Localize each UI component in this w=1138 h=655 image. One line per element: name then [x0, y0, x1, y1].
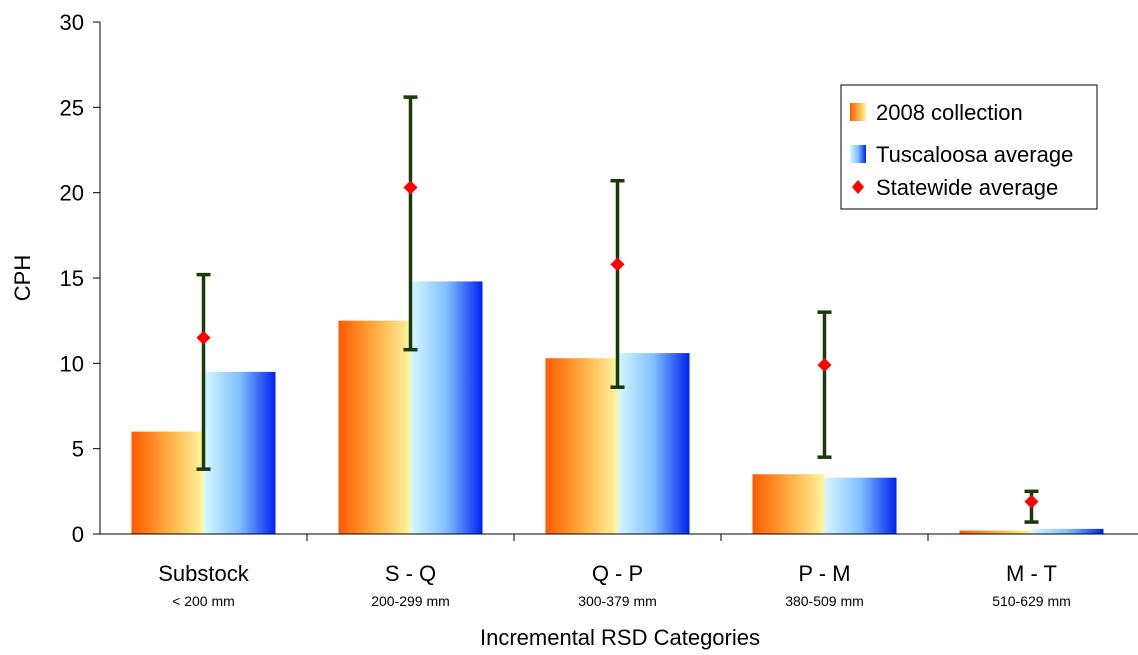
legend-marker-statewide-average — [852, 180, 864, 194]
y-ticks: 0 5 10 15 20 25 30 — [60, 10, 100, 547]
x-categories: Substock < 200 mm S - Q 200-299 mm Q - P 300-… — [158, 534, 1071, 609]
legend-box — [840, 84, 1098, 210]
y-tick-label: 5 — [72, 437, 84, 462]
legend: 2008 collection Tuscaloosa average State… — [840, 84, 1098, 210]
legend-label-statewide-average: Statewide average — [876, 175, 1058, 200]
statewide-points — [196, 180, 1039, 509]
bar-tuscaloosa-average-p-m — [824, 477, 897, 534]
y-tick-label: 10 — [60, 351, 84, 376]
y-axis-title: CPH — [10, 255, 35, 301]
error-bars — [196, 95, 1039, 524]
category-sublabel-m-t: 510-629 mm — [992, 593, 1071, 609]
y-tick-label: 30 — [60, 10, 84, 35]
bars-layer — [131, 281, 1104, 534]
error-bar-s-q — [403, 95, 418, 352]
x-axis-title: Incremental RSD Categories — [480, 625, 760, 650]
bar-2008-collection-m-t — [959, 530, 1032, 534]
legend-swatch-tuscaloosa-average — [850, 145, 866, 163]
bar-2008-collection-substock — [131, 431, 204, 534]
bar-tuscaloosa-average-q-p — [617, 353, 690, 534]
y-tick-label: 20 — [60, 181, 84, 206]
bar-2008-collection-s-q — [338, 320, 411, 534]
error-bar-p-m — [817, 310, 832, 459]
point-statewide-average-q-p — [610, 257, 625, 272]
point-statewide-average-s-q — [403, 180, 418, 195]
legend-label-2008-collection: 2008 collection — [876, 100, 1023, 125]
error-bar-substock — [196, 272, 211, 471]
category-sublabel-substock: < 200 mm — [172, 593, 235, 609]
y-tick-label: 0 — [72, 522, 84, 547]
category-sublabel-p-m: 380-509 mm — [785, 593, 864, 609]
bar-2008-collection-p-m — [752, 474, 825, 534]
y-tick-label: 15 — [60, 266, 84, 291]
category-label-q-p: Q - P — [592, 561, 643, 586]
bar-2008-collection-q-p — [545, 358, 618, 534]
point-statewide-average-p-m — [817, 358, 832, 373]
point-statewide-average-substock — [196, 330, 211, 345]
bar-tuscaloosa-average-substock — [203, 371, 276, 534]
category-label-s-q: S - Q — [385, 561, 436, 586]
point-statewide-average-m-t — [1024, 494, 1039, 509]
legend-swatch-2008-collection — [850, 103, 866, 121]
error-bar-q-p — [610, 178, 625, 389]
category-label-substock: Substock — [158, 561, 249, 586]
category-sublabel-s-q: 200-299 mm — [371, 593, 450, 609]
legend-label-tuscaloosa-average: Tuscaloosa average — [876, 142, 1073, 167]
category-label-p-m: P - M — [798, 561, 850, 586]
category-label-m-t: M - T — [1006, 561, 1057, 586]
category-sublabel-q-p: 300-379 mm — [578, 593, 657, 609]
y-tick-label: 25 — [60, 95, 84, 120]
bar-tuscaloosa-average-m-t — [1031, 528, 1104, 534]
bar-tuscaloosa-average-s-q — [410, 281, 483, 534]
